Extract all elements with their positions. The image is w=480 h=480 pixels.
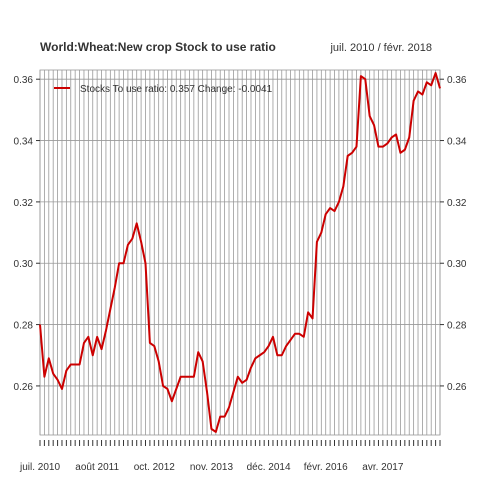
x-tick-label: févr. 2016: [304, 462, 348, 473]
x-tick-label: août 2011: [75, 462, 119, 473]
x-tick-label: juil. 2010: [19, 462, 60, 473]
y-tick-label-right: 0.30: [447, 259, 467, 270]
y-tick-label-left: 0.28: [14, 321, 34, 332]
y-tick-label-right: 0.34: [447, 137, 467, 148]
y-tick-label-left: 0.26: [14, 382, 34, 393]
grid: [39, 69, 441, 436]
y-tick-label-left: 0.36: [14, 75, 34, 86]
y-tick-label-left: 0.30: [14, 259, 34, 270]
x-tick-label: nov. 2013: [190, 462, 234, 473]
legend-entry: Stocks To use ratio: 0.357 Change: -0.00…: [80, 84, 273, 95]
series-group: [39, 72, 441, 433]
x-tick-label: déc. 2014: [247, 462, 291, 473]
y-tick-label-right: 0.26: [447, 382, 467, 393]
y-tick-label-right: 0.28: [447, 321, 467, 332]
y-axis: 0.26 0.26 0.28 0.28 0.30 0.30 0.32 0.32 0.34 0.34…: [14, 75, 467, 393]
legend: Stocks To use ratio: 0.357 Change: -0.00…: [54, 84, 273, 95]
y-tick-label-right: 0.36: [447, 75, 467, 86]
y-tick-label-left: 0.32: [14, 198, 34, 209]
x-tick-label: oct. 2012: [134, 462, 176, 473]
x-axis: juil. 2010 août 2011 oct. 2012 nov. 2013 déc…: [19, 440, 441, 473]
y-tick-label-right: 0.32: [447, 198, 467, 209]
y-tick-label-left: 0.34: [14, 137, 34, 148]
x-tick-label: avr. 2017: [362, 462, 404, 473]
plot-frame: [39, 69, 441, 436]
series-line: [39, 72, 441, 433]
chart-title: World:Wheat:New crop Stock to use ratio: [40, 40, 276, 54]
date-range-label: juil. 2010 / févr. 2018: [329, 42, 432, 54]
